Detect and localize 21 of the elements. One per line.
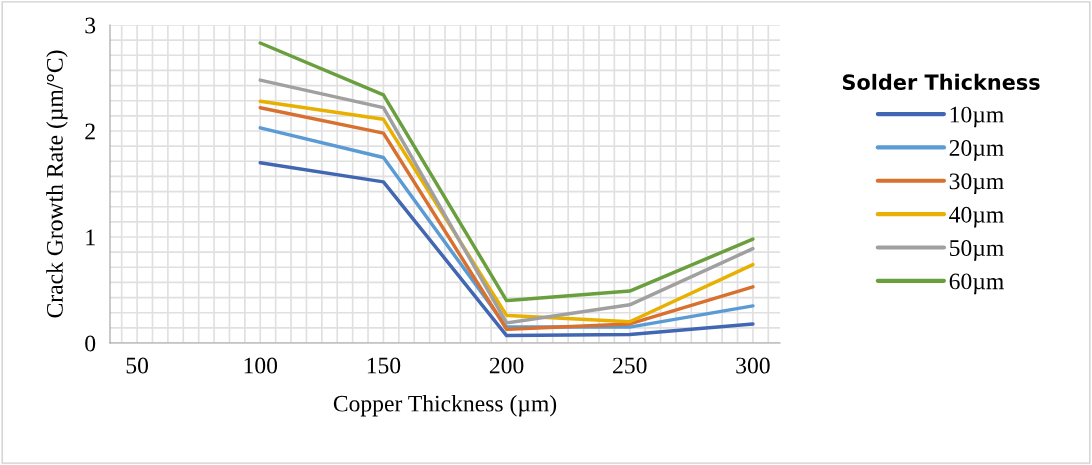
legend-label: 60µm [949, 273, 1004, 295]
x-tick-label: 150 [367, 357, 401, 374]
x-tick-label: 50 [126, 357, 148, 374]
y-axis-title: Crack Growth Rate (µm/°C) [46, 50, 68, 318]
legend-label: 20µm [949, 139, 1004, 161]
legend-label: 40µm [949, 206, 1004, 228]
x-tick-label: 100 [244, 357, 278, 374]
x-tick-label: 200 [489, 357, 524, 374]
y-tick-label: 1 [86, 229, 95, 246]
legend-title: Solder Thickness [842, 73, 1040, 90]
line-series [258, 41, 755, 303]
legend-label: 30µm [949, 173, 1004, 195]
y-tick-label: 2 [85, 123, 95, 140]
x-tick-label: 250 [613, 357, 647, 374]
legend-label: 50µm [950, 240, 1004, 261]
x-tick-label: 300 [736, 357, 770, 374]
line-series [258, 161, 755, 338]
y-tick-label: 3 [85, 17, 96, 34]
legend-label: 10µm [950, 106, 1004, 128]
x-axis-title: Copper Thickness (µm) [333, 394, 557, 417]
y-tick-label: 0 [85, 335, 96, 352]
